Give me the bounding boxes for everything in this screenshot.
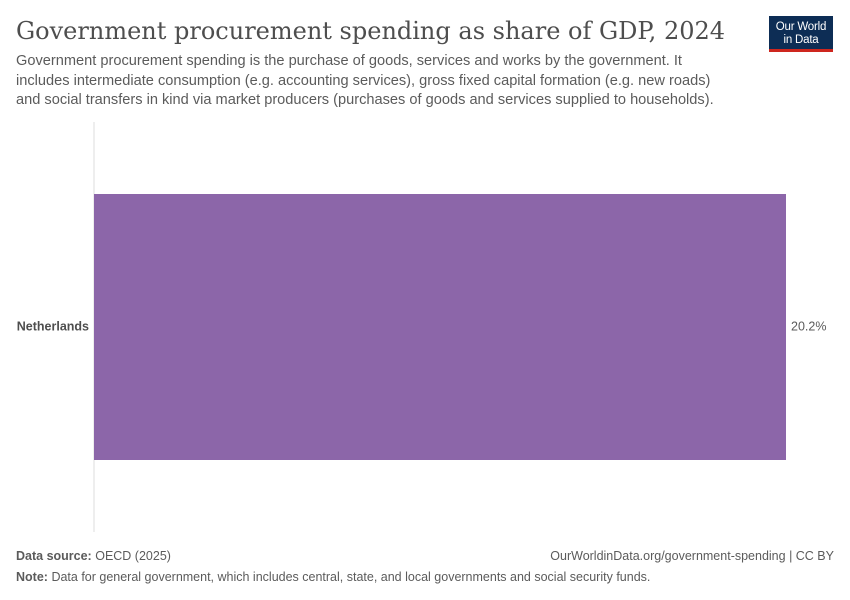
logo-line-1: Our World bbox=[775, 21, 827, 33]
note-text: Data for general government, which inclu… bbox=[51, 570, 651, 584]
logo-line-2: in Data bbox=[783, 33, 819, 46]
source-label: Data source: bbox=[16, 549, 92, 563]
value-label: 20.2% bbox=[791, 319, 826, 333]
category-label: Netherlands bbox=[17, 319, 89, 333]
source-url[interactable]: OurWorldinData.org/government-spending |… bbox=[550, 549, 834, 563]
chart-subtitle: Government procurement spending is the p… bbox=[16, 53, 714, 108]
footer-note-row: Note: Data for general government, which… bbox=[16, 569, 834, 585]
source-value[interactable]: OECD (2025) bbox=[95, 549, 171, 563]
bar-netherlands[interactable] bbox=[94, 194, 786, 460]
owid-logo[interactable]: Our World in Data bbox=[769, 16, 833, 52]
note-label: Note: bbox=[16, 570, 48, 584]
chart-title: Government procurement spending as share… bbox=[16, 17, 726, 45]
bar-chart: Netherlands 20.2% bbox=[17, 122, 826, 532]
footer-source-row: Data source: OECD (2025) OurWorldinData.… bbox=[16, 548, 834, 564]
